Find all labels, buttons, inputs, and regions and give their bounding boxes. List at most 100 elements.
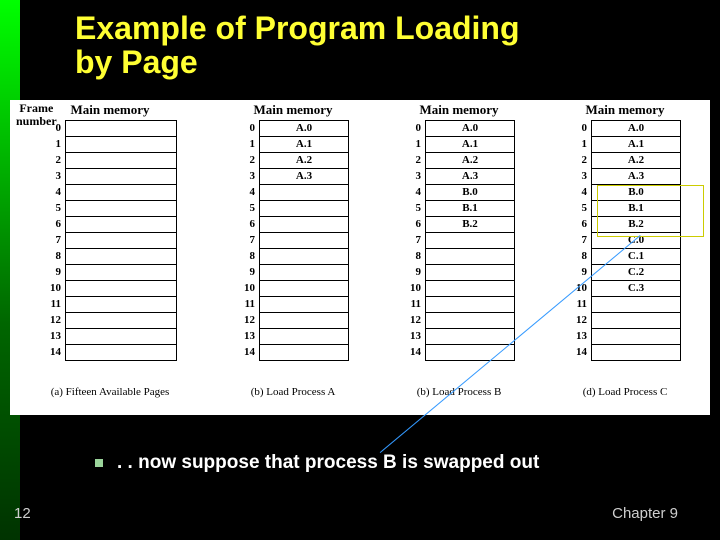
frame-index: 10 xyxy=(43,281,66,297)
frame-index: 10 xyxy=(237,281,260,297)
frame-cell: A.1 xyxy=(592,137,681,153)
frame-index: 8 xyxy=(403,249,426,265)
frame-cell xyxy=(66,137,177,153)
frame-index: 2 xyxy=(237,153,260,169)
frame-index: 12 xyxy=(43,313,66,329)
memory-panel: Main memory0A.01A.12A.23A.34B.05B.16B.27… xyxy=(542,100,708,380)
frame-index: 2 xyxy=(569,153,592,169)
frame-index: 13 xyxy=(403,329,426,345)
memory-table: 0A.01A.12A.23A.34567891011121314 xyxy=(237,120,349,361)
frame-index: 14 xyxy=(237,345,260,361)
frame-index: 12 xyxy=(237,313,260,329)
frame-index: 7 xyxy=(569,233,592,249)
frame-cell xyxy=(426,313,515,329)
frame-index: 10 xyxy=(569,281,592,297)
frame-index: 5 xyxy=(237,201,260,217)
panel-caption: (a) Fifteen Available Pages xyxy=(10,386,210,398)
frame-index: 8 xyxy=(569,249,592,265)
frame-cell xyxy=(260,249,349,265)
frame-index: 13 xyxy=(43,329,66,345)
frame-cell xyxy=(66,201,177,217)
bullet-line: . . now suppose that process B is swappe… xyxy=(95,452,539,474)
frame-index: 9 xyxy=(237,265,260,281)
frame-index: 4 xyxy=(569,185,592,201)
frame-index: 14 xyxy=(43,345,66,361)
frame-index: 6 xyxy=(569,217,592,233)
frame-index: 1 xyxy=(569,137,592,153)
frame-index: 13 xyxy=(237,329,260,345)
frame-cell: A.1 xyxy=(426,137,515,153)
frame-index: 4 xyxy=(43,185,66,201)
frame-cell xyxy=(260,233,349,249)
memory-panel: FramenumberMain memory012345678910111213… xyxy=(10,100,210,380)
frame-index: 11 xyxy=(43,297,66,313)
frame-cell xyxy=(66,297,177,313)
frame-cell xyxy=(66,345,177,361)
frame-cell: A.3 xyxy=(260,169,349,185)
frame-index: 10 xyxy=(403,281,426,297)
frame-index: 2 xyxy=(403,153,426,169)
frame-cell xyxy=(66,265,177,281)
frame-cell: A.3 xyxy=(592,169,681,185)
frame-index: 6 xyxy=(43,217,66,233)
frame-cell xyxy=(426,281,515,297)
frame-index: 13 xyxy=(569,329,592,345)
frame-cell xyxy=(260,217,349,233)
frame-cell: C.0 xyxy=(592,233,681,249)
frame-cell: B.0 xyxy=(426,185,515,201)
frame-cell xyxy=(260,265,349,281)
frame-cell: A.0 xyxy=(426,121,515,137)
frame-cell xyxy=(66,233,177,249)
frame-cell xyxy=(260,297,349,313)
memory-table: 0A.01A.12A.23A.34B.05B.16B.27C.08C.19C.2… xyxy=(569,120,681,361)
memory-panel: Main memory0A.01A.12A.23A.34567891011121… xyxy=(210,100,376,380)
frame-index: 7 xyxy=(403,233,426,249)
bullet-text: . . now suppose that process B is swappe… xyxy=(117,452,539,473)
frame-index: 1 xyxy=(43,137,66,153)
frame-index: 6 xyxy=(237,217,260,233)
frame-index: 3 xyxy=(403,169,426,185)
page-number: 12 xyxy=(14,505,31,522)
frame-cell xyxy=(66,185,177,201)
frame-cell: A.0 xyxy=(260,121,349,137)
frame-cell xyxy=(592,297,681,313)
frame-cell xyxy=(260,313,349,329)
frame-index: 14 xyxy=(403,345,426,361)
frame-index: 1 xyxy=(237,137,260,153)
frame-cell: A.0 xyxy=(592,121,681,137)
frame-index: 11 xyxy=(403,297,426,313)
frame-cell: A.3 xyxy=(426,169,515,185)
frame-cell xyxy=(426,265,515,281)
frame-index: 5 xyxy=(43,201,66,217)
frame-index: 3 xyxy=(43,169,66,185)
frame-cell xyxy=(426,329,515,345)
frame-cell xyxy=(66,249,177,265)
frame-cell: B.2 xyxy=(592,217,681,233)
title-line2: by Page xyxy=(75,44,198,80)
bullet-icon xyxy=(95,459,103,467)
memory-table: 01234567891011121314 xyxy=(43,120,177,361)
frame-number-label: Framenumber xyxy=(16,102,57,128)
frame-cell: B.0 xyxy=(592,185,681,201)
frame-cell xyxy=(260,329,349,345)
main-memory-header: Main memory xyxy=(70,102,149,118)
chapter-label: Chapter 9 xyxy=(612,505,678,522)
frame-cell xyxy=(260,345,349,361)
frame-cell: A.2 xyxy=(426,153,515,169)
frame-index: 1 xyxy=(403,137,426,153)
frame-cell xyxy=(66,329,177,345)
frame-cell xyxy=(66,121,177,137)
frame-cell xyxy=(426,345,515,361)
frame-cell: B.1 xyxy=(592,201,681,217)
frame-index: 12 xyxy=(569,313,592,329)
frame-cell xyxy=(66,281,177,297)
frame-cell xyxy=(260,201,349,217)
frame-index: 2 xyxy=(43,153,66,169)
frame-cell: C.2 xyxy=(592,265,681,281)
frame-cell xyxy=(260,281,349,297)
frame-index: 3 xyxy=(569,169,592,185)
frame-index: 7 xyxy=(43,233,66,249)
frame-index: 0 xyxy=(403,121,426,137)
frame-index: 9 xyxy=(43,265,66,281)
slide: Example of Program Loading by Page Frame… xyxy=(0,0,720,540)
